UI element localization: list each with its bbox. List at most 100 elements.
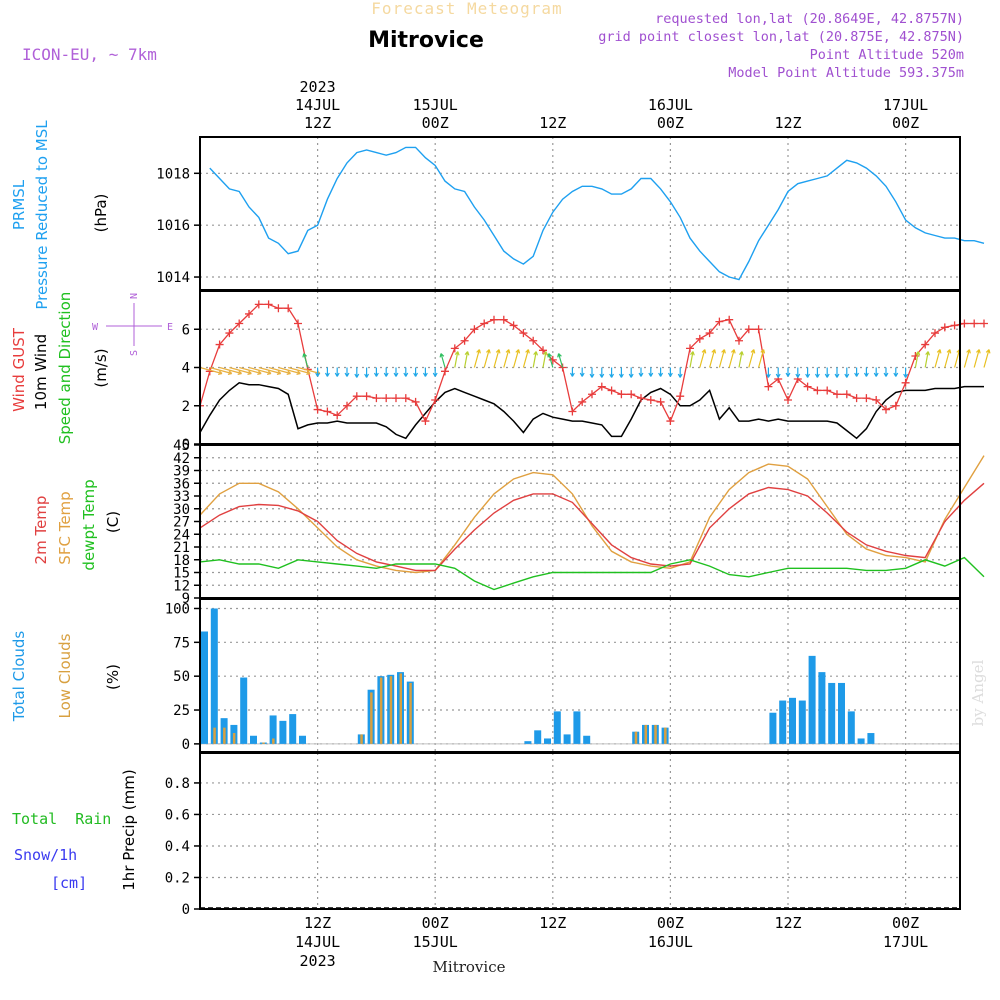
- wind-unit: (m/s): [92, 348, 110, 387]
- wind-direction-arrow: [393, 367, 399, 377]
- wind-direction-arrow: [648, 367, 654, 377]
- wind-gust-marker: [744, 325, 753, 334]
- wind-direction-arrow: [667, 367, 673, 377]
- wind-direction-arrow: [618, 367, 624, 378]
- wind-direction-arrow: [532, 351, 539, 368]
- wind-direction-arrow: [542, 351, 548, 368]
- pressure-ytick-label: 1018: [156, 166, 190, 182]
- wind-direction-arrow: [689, 351, 695, 368]
- wind-gust-marker: [715, 317, 724, 326]
- header-requested: requested lon,lat (20.8649E, 42.8757N): [655, 11, 964, 27]
- wind-direction-arrow: [413, 367, 419, 377]
- wind-gust-marker: [431, 396, 440, 405]
- header-location: Mitrovice: [368, 28, 484, 53]
- wind-gust-marker: [940, 323, 949, 332]
- wind-direction-arrow: [278, 366, 301, 376]
- bottom-time-hour: 12Z: [304, 914, 331, 932]
- wind-gust-marker: [862, 394, 871, 403]
- wind-direction-arrow: [248, 366, 272, 376]
- wind-gust-marker: [441, 367, 449, 376]
- wind-direction-arrow: [903, 367, 909, 378]
- cloud-low-bar: [272, 738, 275, 744]
- cloud-low-bar: [213, 727, 216, 744]
- top-time-date: 14JUL: [295, 96, 340, 114]
- temp-dew-line: [199, 556, 985, 591]
- wind-direction-arrow: [863, 367, 869, 377]
- wind-gust-marker: [411, 397, 420, 406]
- top-time-hour: 00Z: [422, 114, 449, 132]
- wind-gust-marker: [813, 386, 822, 395]
- wind-gust-marker: [970, 319, 979, 328]
- temp-ytick-label: 12: [173, 578, 190, 594]
- cloud-total-bar: [299, 735, 306, 744]
- temp-ytick-label: 39: [173, 464, 190, 480]
- wind-direction-arrow: [834, 367, 840, 378]
- clouds-ytick-label: 50: [173, 669, 190, 685]
- bottom-time-hour: 12Z: [774, 914, 801, 932]
- cloud-total-bar: [838, 682, 845, 744]
- wind-gust-marker: [980, 319, 988, 328]
- wind-gust-marker: [666, 417, 675, 426]
- temp-ytick-label: 42: [173, 451, 190, 467]
- wind-direction-arrow: [963, 349, 971, 368]
- wind-direction-arrow: [493, 349, 501, 368]
- wind-gust-marker: [627, 390, 636, 399]
- grid-layer: [200, 137, 960, 909]
- wind-gust-marker: [803, 382, 812, 391]
- wind-gust-marker: [509, 321, 518, 330]
- wind-direction-arrow: [609, 367, 615, 378]
- cloud-total-bar: [808, 655, 816, 744]
- wind-direction-arrow: [758, 349, 766, 368]
- cloud-low-bar: [262, 742, 265, 744]
- cloud-total-bar: [250, 735, 257, 744]
- wind-gust-marker: [215, 340, 224, 349]
- header-model: ICON-EU, ~ 7km: [22, 45, 157, 64]
- temp-ytick-label: 36: [173, 476, 190, 492]
- bottom-time-year: 2023: [300, 952, 336, 970]
- precip-rain-label: Total Rain: [12, 810, 111, 828]
- wind-gust-marker: [480, 319, 489, 328]
- wind-direction-arrow: [677, 367, 683, 378]
- wind-gust-marker: [852, 394, 861, 403]
- wind-gust-marker: [833, 390, 841, 399]
- wind-direction-arrow: [364, 367, 370, 378]
- clouds-ytick-label: 100: [165, 601, 190, 617]
- compass-w: W: [92, 322, 99, 333]
- wind-gust-marker: [499, 315, 508, 324]
- wind-gust-marker: [235, 319, 244, 328]
- wind-direction-arrow: [268, 366, 292, 376]
- wind-gust-marker: [960, 319, 969, 328]
- cloud-low-bar: [389, 676, 393, 744]
- top-time-hour: 12Z: [304, 114, 331, 132]
- precip-ytick-label: 0.6: [165, 807, 190, 823]
- wind-direction-arrow: [354, 367, 360, 378]
- temp-ytick-label: 15: [173, 566, 190, 582]
- cloud-total-label: Total Clouds: [10, 631, 28, 723]
- wind-gust-marker: [401, 394, 410, 403]
- wind-gust-marker: [529, 336, 538, 345]
- cloud-low-bar: [232, 733, 236, 744]
- wind-gust-marker: [333, 411, 342, 420]
- cloud-total-bar: [789, 697, 796, 744]
- bottom-time-date: 14JUL: [295, 933, 340, 951]
- temp-ytick-label: 18: [173, 553, 190, 569]
- wind-gust-marker: [705, 329, 714, 338]
- compass-s: S: [129, 350, 140, 356]
- wind-gust-marker: [323, 407, 332, 416]
- wind-direction-arrow: [709, 349, 717, 368]
- temp-2m-label: 2m Temp: [32, 496, 50, 565]
- precip-ytick-label: 0.8: [165, 776, 190, 792]
- wind-gust-marker: [646, 396, 655, 405]
- wind-gust-marker: [313, 405, 322, 414]
- wind-gust-marker: [343, 401, 351, 410]
- compass-e: E: [167, 322, 173, 333]
- wind-gust-marker: [421, 417, 430, 426]
- cloud-low-bar: [360, 734, 363, 744]
- wind-direction-arrow: [785, 367, 791, 377]
- wind-gust-marker: [842, 390, 851, 399]
- compass-n: N: [129, 293, 140, 299]
- wind-gust-marker: [274, 304, 283, 313]
- axis-layer: 1014101610180246912151821242730333639424…: [156, 78, 961, 970]
- wind-direction-arrow: [944, 349, 952, 368]
